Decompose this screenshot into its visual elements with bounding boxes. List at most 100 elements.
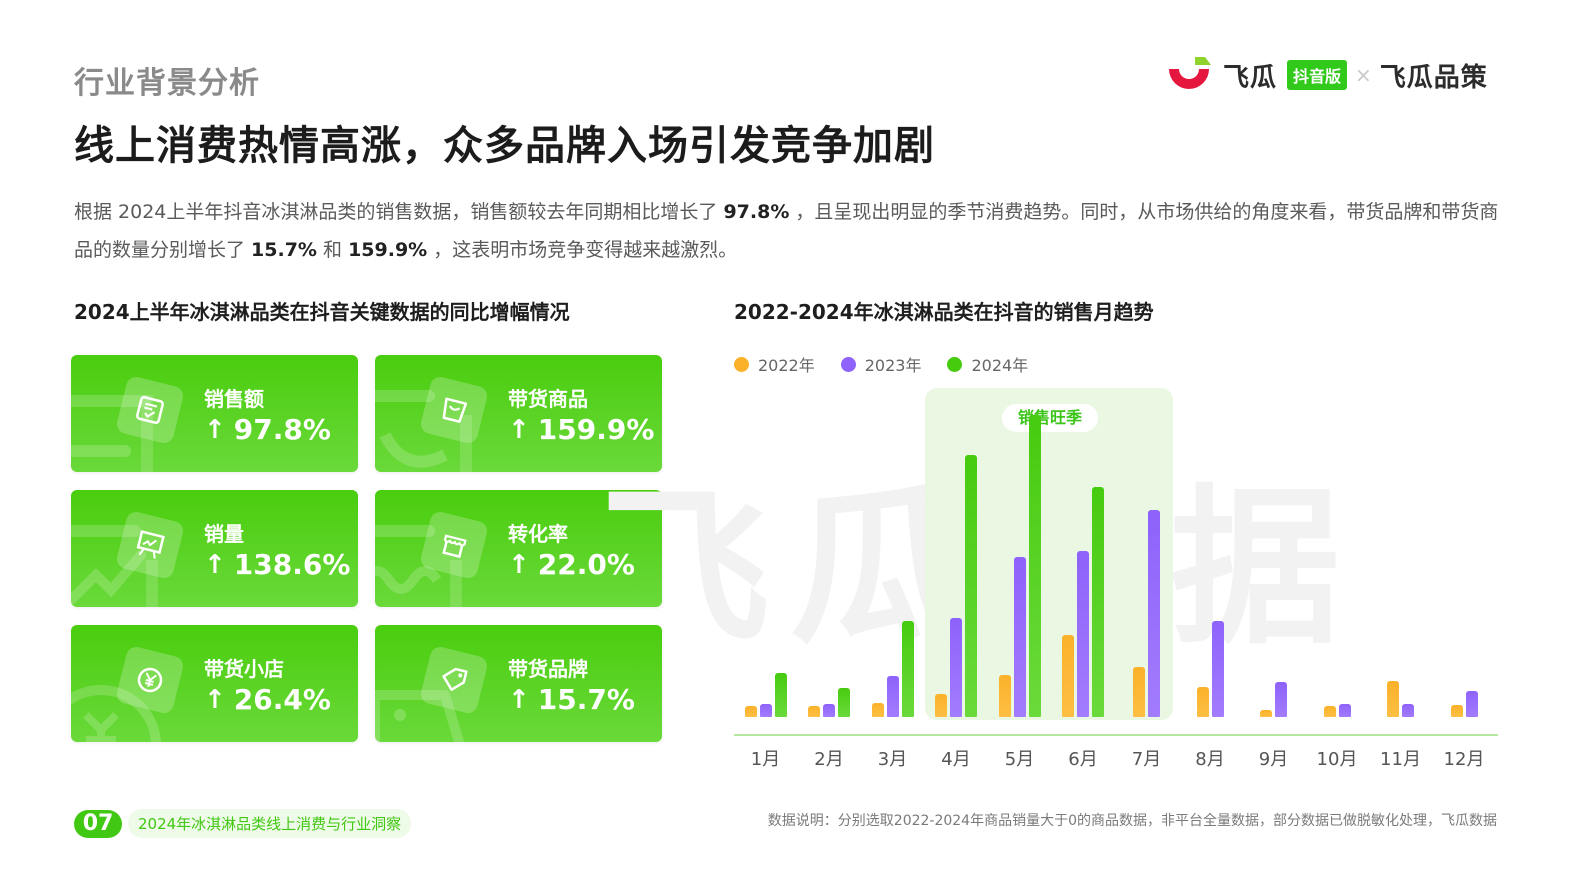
x-axis-label: 8月 [1195, 749, 1225, 770]
month-group [988, 385, 1051, 717]
intro-paragraph: 根据 2024上半年抖音冰淇淋品类的销售数据，销售额较去年同期相比增长了 97.… [74, 201, 1499, 261]
kpi-label: 销量 [204, 522, 244, 546]
arrow-up-icon: ↑ [508, 684, 530, 715]
bar-y2022 [1260, 709, 1272, 717]
bar-y2023 [1275, 681, 1287, 717]
chart-legend: 2022年 2023年 2024年 [734, 352, 1028, 376]
kpi-label: 转化率 [508, 522, 568, 546]
bar-y2022 [1196, 686, 1209, 717]
kpi-value: ↑ 26.4% [204, 683, 331, 716]
kpi-section-title: 2024上半年冰淇淋品类在抖音关键数据的同比增幅情况 [74, 300, 570, 324]
arrow-up-icon: ↑ [204, 684, 226, 715]
bar-y2024 [838, 688, 850, 717]
x-axis-label: 5月 [1004, 749, 1035, 770]
kpi-label: 带货商品 [508, 387, 588, 411]
sales-growth-highlight: 97.8% [723, 201, 790, 223]
x-axis-label: 7月 [1131, 749, 1162, 770]
kpi-label: 带货小店 [204, 657, 284, 681]
arrow-up-icon: ↑ [204, 549, 226, 580]
yen-coin-icon [114, 644, 186, 716]
arrow-up-icon: ↑ [508, 414, 530, 445]
month-group [1242, 385, 1305, 717]
brand-growth-highlight: 15.7% [251, 239, 317, 261]
chart-title: 2022-2024年冰淇淋品类在抖音的销售月趋势 [734, 300, 1154, 324]
month-group [1115, 385, 1178, 717]
logo-platform-badge: 抖音版 [1287, 60, 1348, 90]
bar-y2023 [1465, 691, 1478, 717]
month-group [925, 385, 988, 717]
bar-y2023 [886, 676, 899, 717]
bar-y2022 [1062, 635, 1074, 717]
bar-y2024 [1092, 487, 1104, 717]
arrow-up-icon: ↑ [204, 414, 226, 445]
x-axis-label: 4月 [941, 749, 971, 770]
arrow-up-icon: ↑ [508, 549, 530, 580]
x-axis-label: 1月 [750, 749, 781, 770]
month-group [1369, 385, 1432, 717]
bar-y2022 [871, 703, 884, 717]
kpi-card-sales-amount: 销售额 ↑ 97.8% [71, 355, 358, 472]
bar-y2024 [965, 455, 977, 717]
bar-y2023 [1077, 550, 1089, 717]
bar-plot-area [734, 385, 1498, 717]
logo-partner-text: 飞瓜品策 [1379, 62, 1488, 93]
bar-y2023 [759, 704, 772, 717]
x-axis-label: 12月 [1443, 749, 1485, 770]
x-axis-label: 2月 [814, 749, 844, 770]
legend-item-2023: 2023年 [840, 352, 921, 376]
price-tag-icon [418, 644, 490, 716]
month-group [861, 385, 924, 717]
month-group [1433, 385, 1496, 717]
legend-item-2022: 2022年 [734, 352, 815, 376]
x-axis-label: 6月 [1068, 749, 1098, 770]
x-axis-label: 3月 [877, 749, 908, 770]
kpi-card-grid: 销售额 ↑ 97.8% 带货商品 ↑ 159.9% 销量 ↑ 138.6% 转化率 ↑… [71, 355, 663, 742]
kpi-value: ↑ 138.6% [204, 548, 351, 581]
bar-y2023 [950, 618, 962, 717]
bar-y2024 [1028, 415, 1041, 717]
trend-board-icon [114, 509, 186, 581]
bar-y2022 [1450, 705, 1463, 717]
report-name-badge: 2024年冰淇淋品类线上消费与行业洞察 [128, 809, 412, 838]
kpi-label: 销售额 [204, 387, 264, 411]
bar-y2023 [1338, 704, 1351, 717]
x-axis-labels: 1月 2月 3月 4月 5月 6月 7月 8月 9月 10月 11月 12月 [734, 745, 1498, 770]
month-group [1052, 385, 1115, 717]
bar-y2024 [901, 621, 914, 717]
month-group [1306, 385, 1369, 717]
bar-y2022 [1133, 666, 1145, 717]
bar-y2023 [1402, 704, 1414, 717]
kpi-value: ↑ 22.0% [508, 548, 635, 581]
product-growth-highlight: 159.9% [348, 239, 428, 261]
page-headline: 线上消费热情高涨，众多品牌入场引发竞争加剧 [74, 123, 935, 169]
kpi-card-sales-volume: 销量 ↑ 138.6% [71, 490, 358, 607]
legend-item-2024: 2024年 [947, 352, 1028, 376]
bar-y2023 [1013, 557, 1026, 717]
bar-y2023 [823, 704, 835, 717]
bar-y2022 [808, 706, 820, 717]
x-axis-label: 10月 [1316, 749, 1358, 770]
legend-dot-icon [840, 356, 856, 372]
data-note: 数据说明：分别选取2022-2024年商品销量大于0的商品数据，非平台全量数据，… [767, 813, 1497, 829]
kpi-card-stores: 带货小店 ↑ 26.4% [71, 625, 358, 742]
bar-y2023 [1211, 621, 1224, 717]
storefront-icon [418, 509, 490, 581]
month-group [798, 385, 861, 717]
kpi-value: ↑ 15.7% [508, 683, 635, 716]
kpi-card-conversion-rate: 转化率 ↑ 22.0% [375, 490, 662, 607]
bar-y2023 [1148, 509, 1160, 717]
receipt-check-icon [114, 374, 186, 446]
bar-y2022 [1387, 680, 1399, 717]
logo-separator: × [1355, 63, 1372, 87]
section-label: 行业背景分析 [74, 66, 260, 101]
kpi-card-products: 带货商品 ↑ 159.9% [375, 355, 662, 472]
legend-dot-icon [734, 356, 749, 372]
kpi-value: ↑ 97.8% [204, 413, 331, 446]
x-axis-label: 11月 [1380, 749, 1421, 770]
kpi-label: 带货品牌 [508, 657, 588, 681]
logo-brand-text: 飞瓜 [1223, 62, 1278, 93]
x-axis-line [734, 734, 1498, 736]
bar-y2022 [1323, 706, 1336, 717]
bar-y2022 [998, 675, 1011, 717]
monthly-sales-chart: 销售旺季 1月 2月 3月 4月 5月 6月 7月 8月 9月 10月 11月 12月 [734, 385, 1498, 775]
